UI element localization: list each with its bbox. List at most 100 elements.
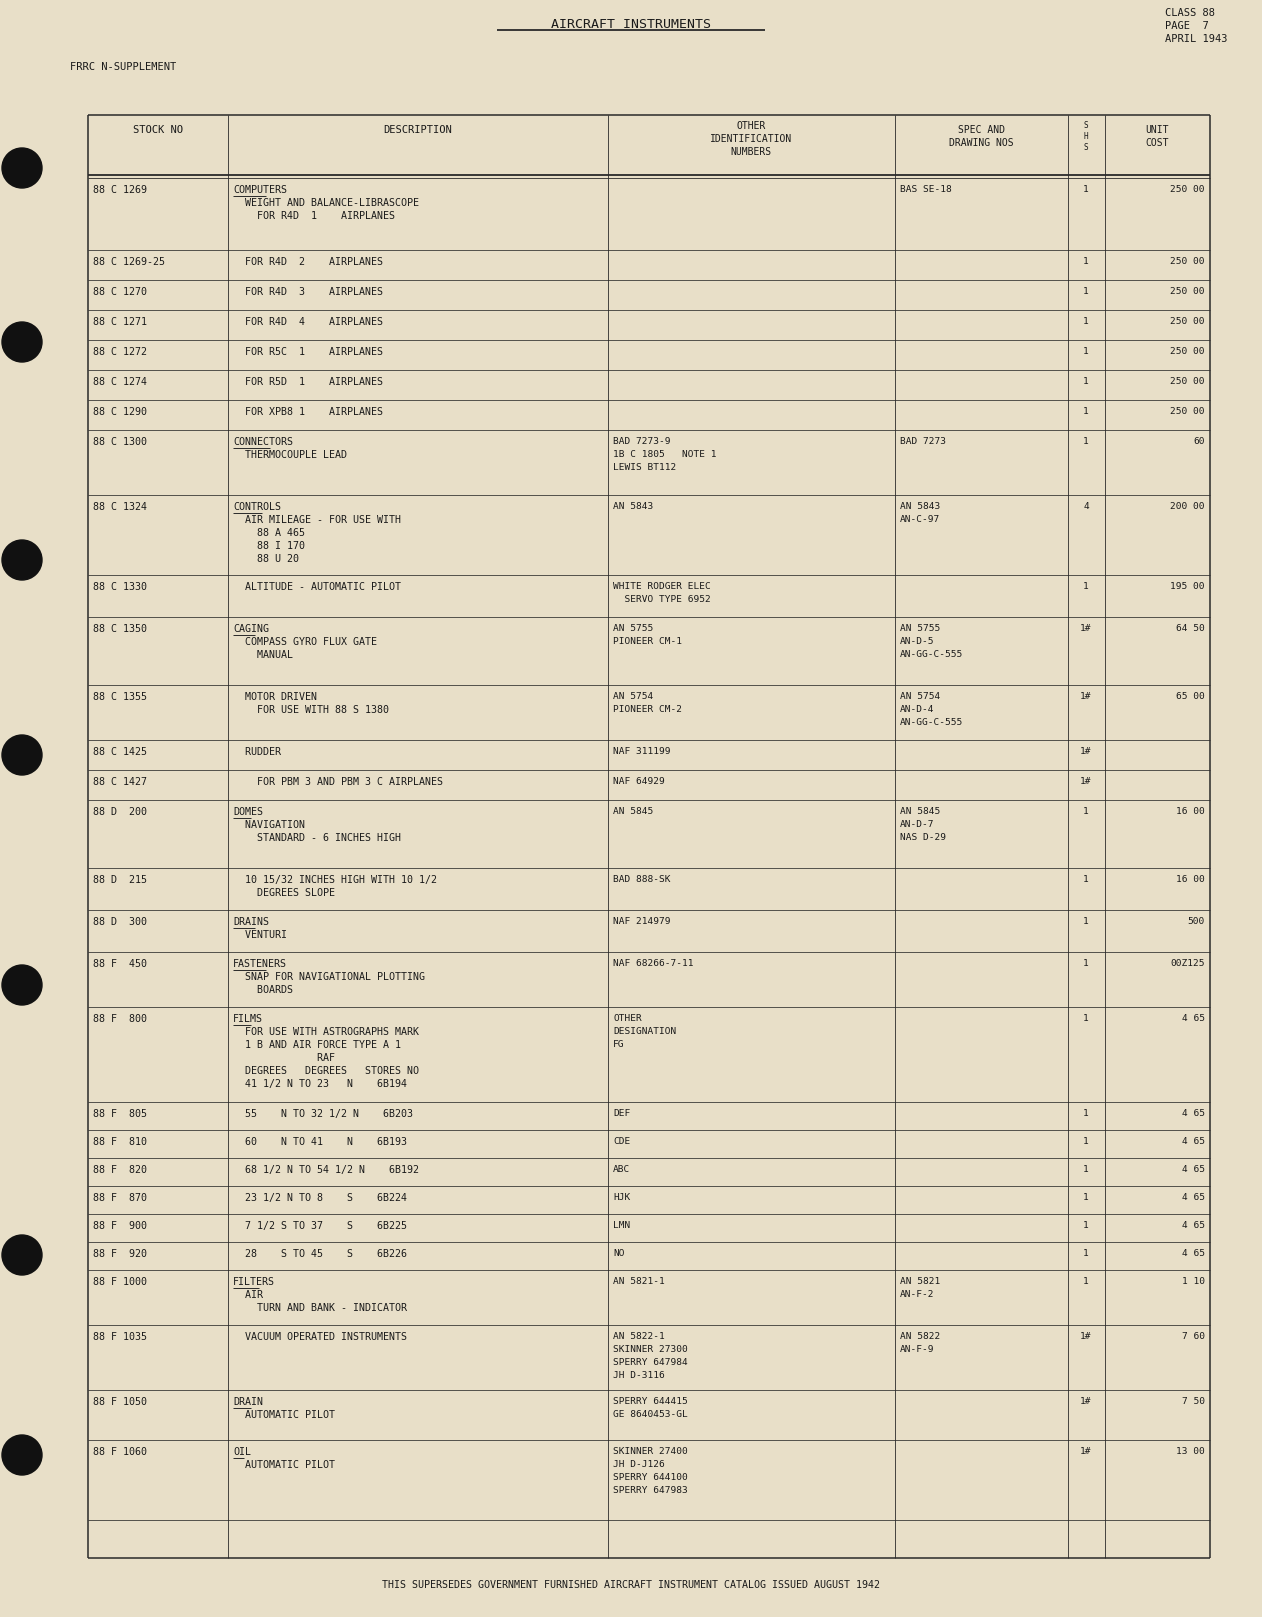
- Text: 13 00: 13 00: [1176, 1447, 1205, 1455]
- Text: NO: NO: [613, 1248, 625, 1258]
- Text: H: H: [1084, 133, 1088, 141]
- Text: FASTENERS: FASTENERS: [233, 959, 286, 969]
- Text: APRIL 1943: APRIL 1943: [1165, 34, 1228, 44]
- Text: FOR R5C  1    AIRPLANES: FOR R5C 1 AIRPLANES: [233, 348, 382, 357]
- Text: 1#: 1#: [1080, 778, 1092, 786]
- Text: 65 00: 65 00: [1176, 692, 1205, 702]
- Text: 1#: 1#: [1080, 1397, 1092, 1407]
- Text: 41 1/2 N TO 23   N    6B194: 41 1/2 N TO 23 N 6B194: [233, 1079, 408, 1088]
- Text: S: S: [1084, 142, 1088, 152]
- Text: AIR MILEAGE - FOR USE WITH: AIR MILEAGE - FOR USE WITH: [233, 514, 401, 526]
- Text: 88 A 465: 88 A 465: [233, 529, 305, 538]
- Text: 88 F  805: 88 F 805: [93, 1109, 146, 1119]
- Text: 88 F  920: 88 F 920: [93, 1248, 146, 1260]
- Text: THIS SUPERSEDES GOVERNMENT FURNISHED AIRCRAFT INSTRUMENT CATALOG ISSUED AUGUST 1: THIS SUPERSEDES GOVERNMENT FURNISHED AIR…: [382, 1580, 880, 1590]
- Text: 60: 60: [1194, 437, 1205, 446]
- Text: 88 D  215: 88 D 215: [93, 875, 146, 884]
- Text: DEGREES   DEGREES   STORES NO: DEGREES DEGREES STORES NO: [233, 1066, 419, 1075]
- Text: WHITE RODGER ELEC: WHITE RODGER ELEC: [613, 582, 711, 590]
- Circle shape: [3, 540, 42, 581]
- Text: AN 5754: AN 5754: [613, 692, 654, 702]
- Text: FOR USE WITH 88 S 1380: FOR USE WITH 88 S 1380: [233, 705, 389, 715]
- Text: AN-C-97: AN-C-97: [900, 514, 940, 524]
- Text: OTHER: OTHER: [736, 121, 766, 131]
- Text: 4 65: 4 65: [1182, 1221, 1205, 1231]
- Text: IDENTIFICATION: IDENTIFICATION: [709, 134, 793, 144]
- Text: 88 F 1060: 88 F 1060: [93, 1447, 146, 1457]
- Text: 250 00: 250 00: [1170, 348, 1205, 356]
- Text: NUMBERS: NUMBERS: [731, 147, 771, 157]
- Text: SERVO TYPE 6952: SERVO TYPE 6952: [613, 595, 711, 605]
- Text: WEIGHT AND BALANCE-LIBRASCOPE: WEIGHT AND BALANCE-LIBRASCOPE: [233, 197, 419, 209]
- Text: BAD 888-SK: BAD 888-SK: [613, 875, 670, 884]
- Text: CONNECTORS: CONNECTORS: [233, 437, 293, 446]
- Text: NAVIGATION: NAVIGATION: [233, 820, 305, 830]
- Text: 88 C 1330: 88 C 1330: [93, 582, 146, 592]
- Text: 88 F  800: 88 F 800: [93, 1014, 146, 1024]
- Circle shape: [3, 149, 42, 188]
- Text: 500: 500: [1188, 917, 1205, 927]
- Text: AN-D-7: AN-D-7: [900, 820, 934, 830]
- Text: 88 C 1300: 88 C 1300: [93, 437, 146, 446]
- Text: 1#: 1#: [1080, 747, 1092, 757]
- Text: FOR R4D  3    AIRPLANES: FOR R4D 3 AIRPLANES: [233, 286, 382, 298]
- Text: 1: 1: [1083, 1164, 1089, 1174]
- Text: NAS D-29: NAS D-29: [900, 833, 946, 842]
- Text: SPEC AND: SPEC AND: [958, 125, 1005, 134]
- Text: AN 5821-1: AN 5821-1: [613, 1277, 665, 1286]
- Text: FOR XPB8 1    AIRPLANES: FOR XPB8 1 AIRPLANES: [233, 407, 382, 417]
- Text: FILTERS: FILTERS: [233, 1277, 275, 1287]
- Text: AN 5755: AN 5755: [613, 624, 654, 632]
- Text: BAD 7273-9: BAD 7273-9: [613, 437, 670, 446]
- Text: UNIT: UNIT: [1145, 125, 1169, 134]
- Text: MOTOR DRIVEN: MOTOR DRIVEN: [233, 692, 317, 702]
- Text: 250 00: 250 00: [1170, 377, 1205, 386]
- Text: 4 65: 4 65: [1182, 1137, 1205, 1146]
- Text: 200 00: 200 00: [1170, 501, 1205, 511]
- Text: VENTURI: VENTURI: [233, 930, 286, 939]
- Text: AN-F-9: AN-F-9: [900, 1345, 934, 1353]
- Text: 7 1/2 S TO 37    S    6B225: 7 1/2 S TO 37 S 6B225: [233, 1221, 408, 1231]
- Text: AN-D-5: AN-D-5: [900, 637, 934, 647]
- Text: 88 F  450: 88 F 450: [93, 959, 146, 969]
- Text: 1: 1: [1083, 286, 1089, 296]
- Text: 23 1/2 N TO 8    S    6B224: 23 1/2 N TO 8 S 6B224: [233, 1193, 408, 1203]
- Text: AIR: AIR: [233, 1290, 262, 1300]
- Text: 88 I 170: 88 I 170: [233, 542, 305, 551]
- Text: DRAIN: DRAIN: [233, 1397, 262, 1407]
- Text: 4: 4: [1083, 501, 1089, 511]
- Text: SPERRY 644100: SPERRY 644100: [613, 1473, 688, 1483]
- Text: 28    S TO 45    S    6B226: 28 S TO 45 S 6B226: [233, 1248, 408, 1260]
- Text: 4 65: 4 65: [1182, 1014, 1205, 1024]
- Circle shape: [3, 322, 42, 362]
- Text: 1: 1: [1083, 917, 1089, 927]
- Text: 1 B AND AIR FORCE TYPE A 1: 1 B AND AIR FORCE TYPE A 1: [233, 1040, 401, 1049]
- Text: 1: 1: [1083, 1248, 1089, 1258]
- Text: NAF 311199: NAF 311199: [613, 747, 670, 757]
- Circle shape: [3, 965, 42, 1006]
- Text: DOMES: DOMES: [233, 807, 262, 817]
- Text: AIRCRAFT INSTRUMENTS: AIRCRAFT INSTRUMENTS: [551, 18, 711, 31]
- Text: NAF 64929: NAF 64929: [613, 778, 665, 786]
- Text: AN 5843: AN 5843: [613, 501, 654, 511]
- Text: 88 F 1035: 88 F 1035: [93, 1332, 146, 1342]
- Text: 88 C 1269: 88 C 1269: [93, 184, 146, 196]
- Text: 1#: 1#: [1080, 1332, 1092, 1340]
- Text: 1: 1: [1083, 317, 1089, 327]
- Text: RAF: RAF: [233, 1053, 334, 1062]
- Text: S: S: [1084, 121, 1088, 129]
- Text: 1#: 1#: [1080, 1447, 1092, 1455]
- Text: 88 C 1270: 88 C 1270: [93, 286, 146, 298]
- Text: AN 5822-1: AN 5822-1: [613, 1332, 665, 1340]
- Text: 16 00: 16 00: [1176, 807, 1205, 817]
- Text: 4 65: 4 65: [1182, 1164, 1205, 1174]
- Text: CDE: CDE: [613, 1137, 630, 1146]
- Text: 1: 1: [1083, 1109, 1089, 1117]
- Text: 68 1/2 N TO 54 1/2 N    6B192: 68 1/2 N TO 54 1/2 N 6B192: [233, 1164, 419, 1176]
- Text: SNAP FOR NAVIGATIONAL PLOTTING: SNAP FOR NAVIGATIONAL PLOTTING: [233, 972, 425, 982]
- Text: 1: 1: [1083, 437, 1089, 446]
- Text: FOR PBM 3 AND PBM 3 C AIRPLANES: FOR PBM 3 AND PBM 3 C AIRPLANES: [233, 778, 443, 787]
- Text: PIONEER CM-1: PIONEER CM-1: [613, 637, 681, 647]
- Text: 00Z125: 00Z125: [1170, 959, 1205, 969]
- Text: BOARDS: BOARDS: [233, 985, 293, 994]
